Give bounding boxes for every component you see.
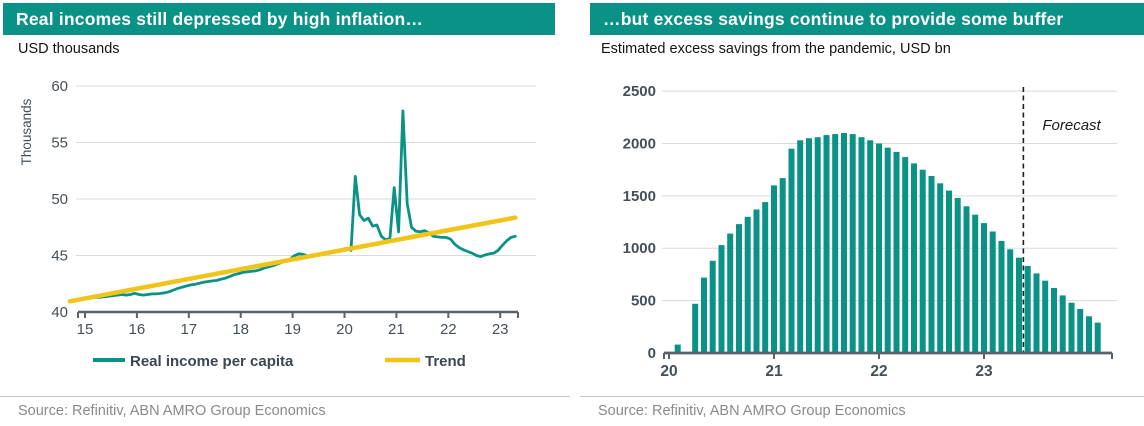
left-chart-subtitle: USD thousands	[18, 41, 120, 57]
y-tick-label: 50	[51, 191, 68, 208]
bar-forecast	[1086, 316, 1092, 353]
right-bar-chart: Forecast 0 500 1000 1500 2000 2500 20 21 22 23	[623, 83, 1117, 380]
x-tick-label: 23	[492, 321, 509, 338]
x-tick-label: 15	[77, 321, 94, 338]
bar-forecast	[1059, 295, 1066, 353]
y-axis-title: Thousands	[19, 98, 34, 165]
bar	[762, 202, 769, 353]
bar	[797, 140, 804, 353]
bar	[989, 231, 996, 353]
bar	[736, 224, 742, 353]
series-line-0	[68, 109, 517, 303]
x-tick-label: 18	[232, 321, 249, 338]
bar	[806, 138, 812, 353]
bar	[858, 137, 865, 353]
bar	[867, 140, 874, 353]
bar	[884, 147, 891, 353]
bar	[753, 209, 760, 353]
y-tick-label: 1500	[623, 188, 656, 205]
bar-forecast	[1077, 309, 1084, 353]
x-tick-label: 21	[388, 321, 405, 338]
x-tick-label: 22	[870, 363, 887, 380]
bar	[1007, 249, 1014, 353]
bar	[876, 143, 882, 353]
bar	[718, 245, 725, 353]
bar	[709, 260, 716, 353]
bar	[893, 151, 900, 353]
bar	[946, 190, 952, 353]
y-tick-label: 55	[51, 135, 68, 152]
forecast-annotation: Forecast	[1042, 117, 1101, 134]
bar	[674, 344, 681, 353]
y-tick-label: 500	[631, 293, 656, 310]
y-tick-label: 40	[51, 304, 68, 321]
left-chart-title: Real incomes still depressed by high inf…	[16, 9, 424, 29]
right-source-note: Source: Refinitiv, ABN AMRO Group Econom…	[598, 403, 906, 419]
x-tick-label: 20	[660, 363, 677, 380]
bar	[692, 303, 699, 353]
bar	[841, 133, 847, 353]
bar-forecast	[1094, 322, 1101, 353]
right-divider	[580, 396, 1144, 397]
right-chart-title-bar: …but excess savings continue to provide …	[590, 3, 1144, 35]
y-tick-label: 2000	[623, 135, 656, 152]
bar	[727, 233, 734, 353]
bar	[911, 163, 917, 353]
y-tick-label: 45	[51, 248, 68, 265]
bar-forecast	[1024, 266, 1031, 353]
bar	[744, 216, 751, 353]
x-tick-label: 20	[336, 321, 353, 338]
bar	[814, 137, 821, 353]
bar	[788, 148, 795, 353]
bar	[998, 240, 1005, 353]
legend-label-trend: Trend	[425, 353, 466, 370]
y-tick-label: 1000	[623, 240, 656, 257]
bar	[823, 135, 830, 353]
bar-forecast	[1033, 273, 1040, 353]
bar	[928, 176, 935, 353]
x-tick-label: 16	[129, 321, 146, 338]
bar	[919, 169, 926, 353]
bar-forecast	[1042, 280, 1049, 353]
x-tick-label: 22	[440, 321, 457, 338]
right-chart-title: …but excess savings continue to provide …	[603, 9, 1064, 29]
bar	[981, 223, 987, 353]
bar	[701, 277, 707, 353]
bar-forecast	[1051, 288, 1057, 353]
bar	[972, 214, 979, 353]
x-tick-label: 17	[180, 321, 197, 338]
series-line-1	[67, 215, 518, 304]
x-tick-label: 21	[765, 363, 783, 380]
bar	[1016, 257, 1022, 353]
bar	[954, 198, 961, 353]
left-chart-title-bar: Real incomes still depressed by high inf…	[3, 3, 555, 35]
right-chart-subtitle: Estimated excess savings from the pandem…	[601, 41, 951, 57]
bar	[937, 183, 944, 353]
y-tick-label: 0	[648, 345, 656, 362]
bar	[832, 134, 839, 353]
y-tick-label: 60	[51, 78, 68, 95]
bar	[902, 157, 909, 353]
left-source-note: Source: Refinitiv, ABN AMRO Group Econom…	[18, 403, 326, 419]
bar-forecast	[1068, 302, 1075, 353]
bar	[849, 134, 856, 353]
bar	[963, 206, 970, 353]
left-line-chart: 40 45 50 55 60 15 16 17 18 19 20 21 22 23 Thousands Rea…	[19, 78, 536, 370]
bar	[771, 185, 777, 353]
legend-label-income: Real income per capita	[130, 353, 294, 370]
bar	[779, 178, 786, 353]
y-tick-label: 2500	[623, 83, 656, 100]
left-divider	[0, 396, 570, 397]
x-tick-label: 23	[975, 363, 993, 380]
x-tick-label: 19	[284, 321, 301, 338]
